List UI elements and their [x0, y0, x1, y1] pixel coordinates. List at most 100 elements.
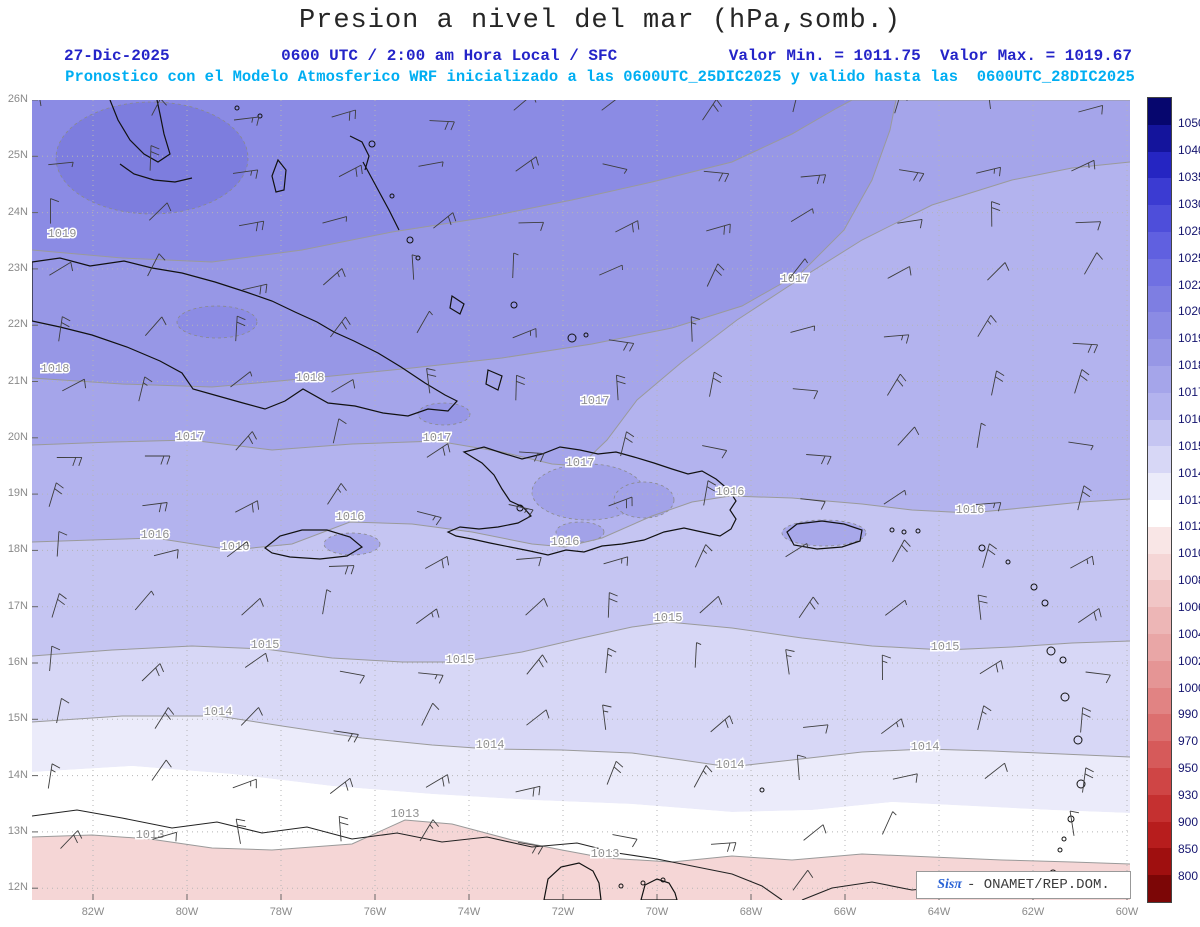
- lon-label: 76W: [363, 906, 387, 918]
- svg-text:1015: 1015: [931, 640, 960, 654]
- colorbar-segment: [1148, 794, 1171, 822]
- colorbar-tick-label: 970: [1178, 734, 1199, 749]
- svg-text:1018: 1018: [41, 362, 70, 376]
- wind-barbs: [39, 100, 1111, 891]
- colorbar-tick-label: 1025: [1178, 250, 1200, 265]
- colorbar-tick-label: 1022: [1178, 277, 1200, 292]
- colorbar-tick-label: 1016: [1178, 411, 1200, 426]
- colorbar-tick-label: 1017: [1178, 385, 1200, 400]
- lat-label: 16N: [7, 656, 28, 668]
- coastline-cuba: [32, 257, 458, 417]
- colorbar-tick-label: 900: [1178, 814, 1199, 829]
- min-value-label: Valor Min. = 1011.75: [728, 47, 921, 65]
- svg-text:1016: 1016: [141, 528, 170, 542]
- colorbar-tick-label: 1010: [1178, 546, 1200, 561]
- minmax-label: Valor Min. = 1011.75 Valor Max. = 1019.6…: [729, 47, 1132, 65]
- colorbar-tick-label: 1019: [1178, 331, 1200, 346]
- colorbar-segment: [1148, 285, 1171, 313]
- coastline-paraguana: [640, 878, 678, 900]
- lon-label: 78W: [269, 906, 293, 918]
- coastline-puerto-rico: [786, 520, 863, 550]
- svg-text:1015: 1015: [446, 653, 475, 667]
- colorbar-segment: [1148, 312, 1171, 340]
- colorbar-tick-label: 1018: [1178, 358, 1200, 373]
- svg-text:1015: 1015: [251, 638, 280, 652]
- lon-label: 70W: [645, 906, 669, 918]
- colorbar-segment: [1148, 178, 1171, 206]
- forecast-line: Pronostico con el Modelo Atmosferico WRF…: [65, 68, 1135, 86]
- lat-label: 24N: [7, 205, 28, 218]
- svg-text:1015: 1015: [654, 611, 683, 625]
- coastline-acklins: [449, 294, 465, 315]
- svg-text:1017: 1017: [581, 394, 610, 408]
- svg-text:1013: 1013: [136, 828, 165, 842]
- lon-label: 74W: [457, 906, 481, 918]
- credit-box: Sisπ - ONAMET/REP.DOM.: [916, 871, 1131, 899]
- colorbar-segment: [1148, 392, 1171, 420]
- colorbar-tick-label: 1008: [1178, 573, 1200, 588]
- colorbar-tick-label: 1006: [1178, 599, 1200, 614]
- colorbar-tick-label: 990: [1178, 707, 1199, 722]
- coastline-florida: [109, 100, 171, 163]
- coastline-florida-keys: [119, 163, 193, 183]
- lon-label: 60W: [1115, 906, 1139, 918]
- colorbar-tick-label: 1013: [1178, 492, 1200, 507]
- lon-label: 72W: [551, 906, 575, 918]
- svg-text:1014: 1014: [716, 758, 745, 772]
- svg-text:1017: 1017: [566, 456, 595, 470]
- colorbar-tick-label: 950: [1178, 761, 1199, 776]
- lon-label: 82W: [81, 906, 105, 918]
- colorbar-segment: [1148, 124, 1171, 152]
- colorbar-segment: [1148, 633, 1171, 661]
- colorbar-segment: [1148, 231, 1171, 259]
- colorbar-tick-label: 1028: [1178, 223, 1200, 238]
- colorbar-segment: [1148, 365, 1171, 393]
- svg-text:1016: 1016: [956, 503, 985, 517]
- lat-label: 26N: [7, 93, 28, 105]
- colorbar-segment: [1148, 151, 1171, 179]
- lat-label: 20N: [7, 430, 28, 443]
- colorbar-segment: [1148, 258, 1171, 286]
- svg-text:1016: 1016: [221, 540, 250, 554]
- svg-text:1013: 1013: [591, 847, 620, 861]
- colorbar-segment: [1148, 98, 1171, 125]
- lon-label: 66W: [833, 906, 857, 918]
- colorbar-segment: [1148, 473, 1171, 500]
- pressure-map: 1019 1018 1018 1017 1017 1017 1017 1017 1016 1016…: [32, 100, 1130, 900]
- page-title: Presion a nivel del mar (hPa,somb.): [298, 6, 902, 36]
- svg-text:1016: 1016: [336, 510, 365, 524]
- colorbar-segment: [1148, 660, 1171, 688]
- svg-text:1013: 1013: [391, 807, 420, 821]
- lon-label: 80W: [175, 906, 199, 918]
- pressure-colorbar: [1147, 97, 1172, 903]
- coastline-exuma-cays: [362, 161, 400, 231]
- colorbar-tick-label: 1004: [1178, 626, 1200, 641]
- colorbar-tick-label: 800: [1178, 868, 1199, 883]
- colorbar-segment: [1148, 553, 1171, 581]
- colorbar-tick-label: 930: [1178, 788, 1199, 803]
- colorbar-segment: [1148, 607, 1171, 634]
- lat-label: 19N: [7, 487, 28, 500]
- colorbar-tick-label: 1002: [1178, 653, 1200, 668]
- svg-text:1019: 1019: [48, 227, 77, 241]
- coastline-inagua: [485, 369, 503, 391]
- colorbar-segment: [1148, 767, 1171, 795]
- colorbar-tick-label: 1014: [1178, 465, 1200, 480]
- colorbar-tick-label: 1015: [1178, 438, 1200, 453]
- svg-text:1018: 1018: [296, 371, 325, 385]
- lat-label: 25N: [7, 149, 28, 162]
- colorbar-segment: [1148, 580, 1171, 608]
- lat-label: 21N: [7, 374, 28, 387]
- lat-label: 23N: [7, 261, 28, 274]
- colorbar-segment: [1148, 875, 1171, 902]
- colorbar-tick-label: 850: [1178, 841, 1199, 856]
- svg-text:1017: 1017: [423, 431, 452, 445]
- colorbar-segment: [1148, 499, 1171, 527]
- colorbar-segment: [1148, 687, 1171, 715]
- lat-label: 13N: [7, 824, 28, 837]
- credit-text: - ONAMET/REP.DOM.: [966, 877, 1110, 893]
- colorbar-segment: [1148, 714, 1171, 742]
- colorbar-tick-label: 1030: [1178, 196, 1200, 211]
- lat-label: 18N: [7, 543, 28, 556]
- colorbar-tick-label: 1040: [1178, 143, 1200, 158]
